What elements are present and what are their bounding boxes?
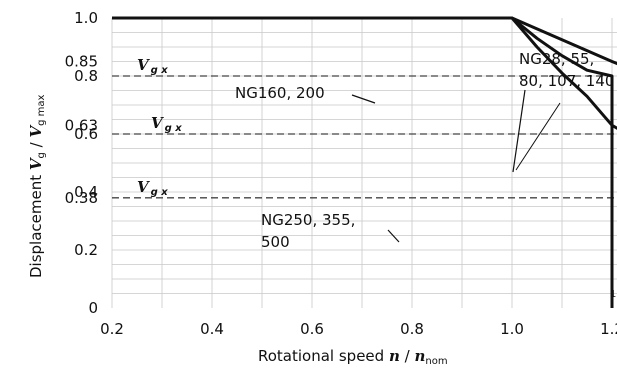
leader-ng160: [351, 94, 376, 104]
series-line: [112, 16, 617, 66]
y-tick-label: 0.38: [65, 189, 98, 207]
series-line: [510, 17, 617, 130]
series-group: [112, 16, 617, 308]
x-tick-label: 0.2: [100, 320, 124, 338]
y-tick-label: 0.2: [74, 241, 98, 259]
x-tick-label: 1.0: [500, 320, 524, 338]
annotation-ng160: NG160, 200: [235, 84, 325, 102]
annotation-ng250-line2: 500: [261, 233, 290, 251]
leader-ng28: [512, 89, 526, 173]
annotation-ng28-line1: NG28, 55,: [519, 50, 594, 68]
tick-labels: 0.20.40.60.81.01.21.41.5800.20.380.40.60…: [65, 9, 617, 338]
leader-ng250: [387, 229, 400, 243]
y-tick-label: 1.0: [74, 9, 98, 27]
x-tick-label: 0.8: [400, 320, 424, 338]
leader-lines: [351, 89, 561, 243]
annotation-corner-mark: 1: [610, 289, 616, 300]
x-tick-label: 0.4: [200, 320, 224, 338]
annotation-ng250-line1: NG250, 355,: [261, 211, 355, 229]
x-axis-label: Rotational speed n / nnom: [258, 347, 448, 367]
annotation-ng28-line2: 80, 107, 140: [519, 72, 614, 90]
y-tick-label: 0: [88, 299, 98, 317]
y-tick-label: 0.4: [74, 183, 98, 201]
x-tick-label: 0.6: [300, 320, 324, 338]
y-axis-label: Displacement Vg / Vg max: [27, 94, 47, 278]
y-tick-label: 0.8: [74, 67, 98, 85]
y-tick-label: 0.63: [65, 116, 98, 134]
leader-ng28-b: [515, 102, 561, 171]
x-tick-label: 1.2: [600, 320, 617, 338]
y-tick-label: 0.6: [74, 125, 98, 143]
y-tick-label: 0.85: [65, 53, 98, 71]
